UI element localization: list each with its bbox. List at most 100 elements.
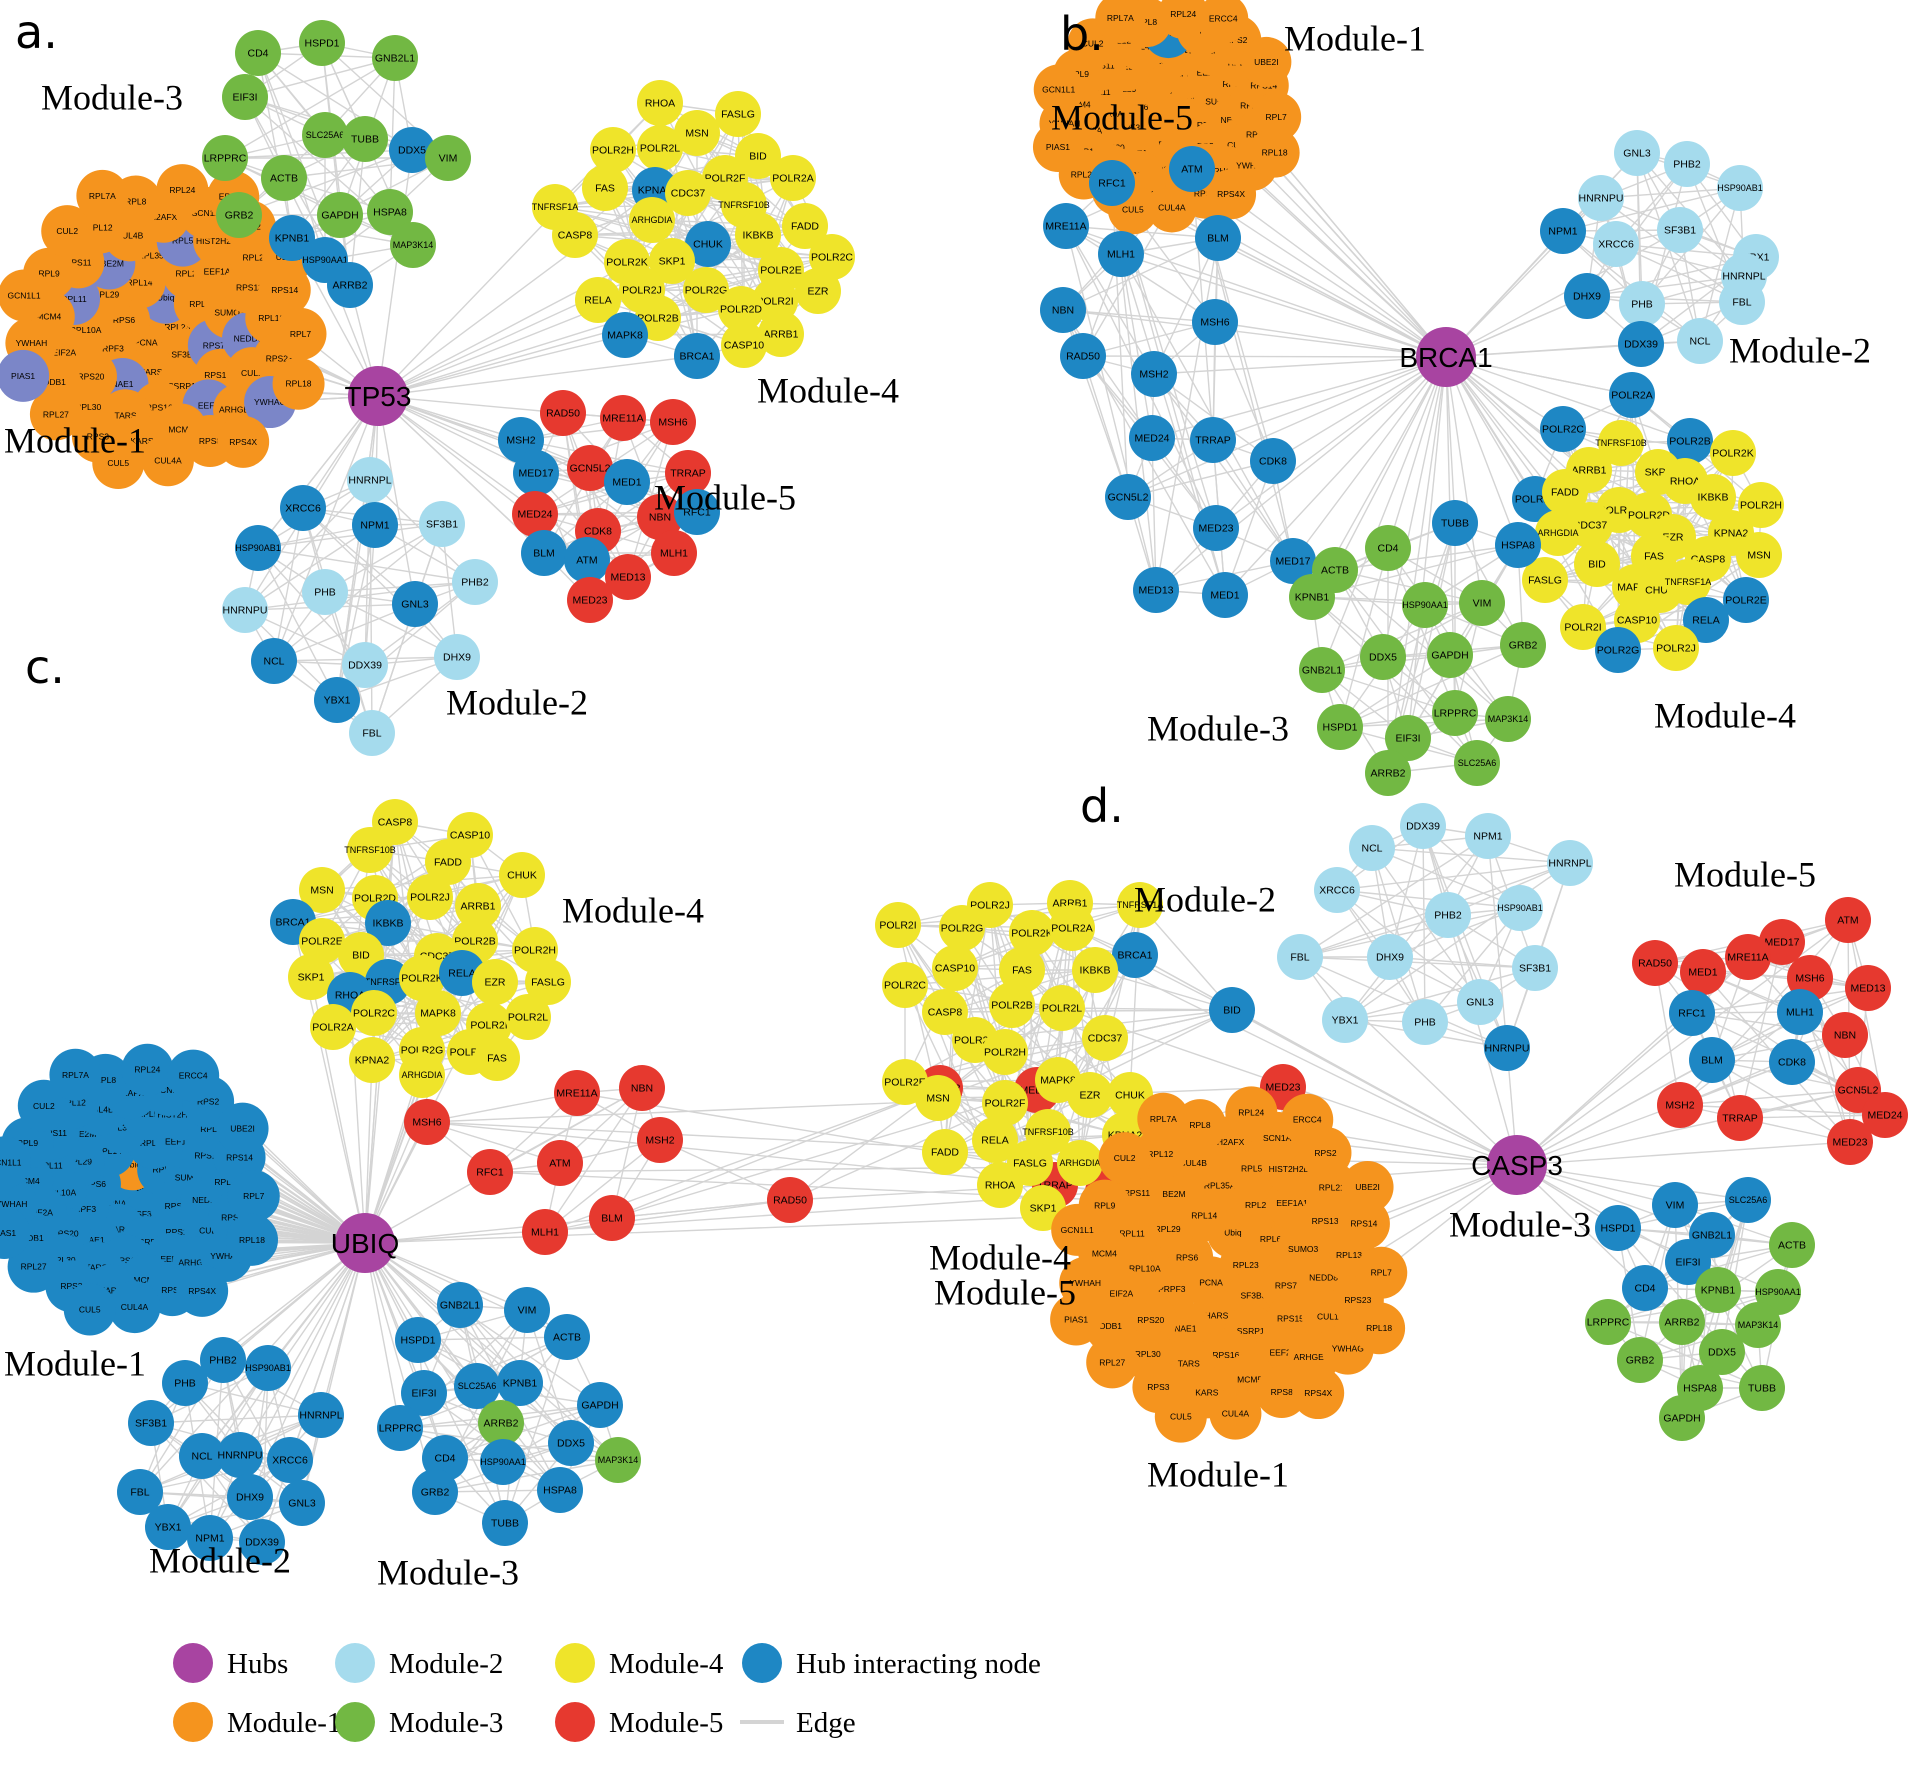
node-DDX5[interactable] <box>548 1420 594 1466</box>
node-GNB2L1[interactable] <box>372 35 418 81</box>
node-MAP3K14[interactable] <box>1485 696 1531 742</box>
node-NCL[interactable] <box>179 1433 225 1479</box>
node-NPM1[interactable] <box>187 1515 233 1561</box>
node-PHB2[interactable] <box>1664 141 1710 187</box>
node-GCN1L1[interactable] <box>0 1136 31 1189</box>
node-RPL18[interactable] <box>225 1213 278 1266</box>
node-HNRNPL[interactable] <box>298 1392 344 1438</box>
node-GRB2[interactable] <box>412 1469 458 1515</box>
node-SF3B1[interactable] <box>1512 945 1558 991</box>
node-MRE11A[interactable] <box>554 1070 600 1116</box>
node-MSN[interactable] <box>674 110 720 156</box>
node-POLR2H[interactable] <box>982 1029 1028 1075</box>
hub-node-BRCA1[interactable] <box>1416 327 1476 387</box>
node-LRPPRC[interactable] <box>202 135 248 181</box>
node-CDC37[interactable] <box>1082 1015 1128 1061</box>
node-NBN[interactable] <box>637 494 683 540</box>
node-HSPA8[interactable] <box>1495 522 1541 568</box>
node-RPS4X[interactable] <box>1206 169 1257 220</box>
node-MRE11A[interactable] <box>1043 203 1089 249</box>
node-ACTB[interactable] <box>1769 1222 1815 1268</box>
node-GAPDH[interactable] <box>577 1382 623 1428</box>
node-MAPK8[interactable] <box>602 312 648 358</box>
node-CUL5[interactable] <box>1154 1390 1207 1443</box>
node-GAPDH[interactable] <box>1427 632 1473 678</box>
node-MLH1[interactable] <box>1777 989 1823 1035</box>
node-GNL3[interactable] <box>1457 979 1503 1025</box>
node-BLM[interactable] <box>521 530 567 576</box>
node-GRB2[interactable] <box>1500 622 1546 668</box>
node-MAP3K14[interactable] <box>1735 1302 1781 1348</box>
node-POLR2G[interactable] <box>683 267 729 313</box>
node-MRE11A[interactable] <box>600 395 646 441</box>
node-PIAS1[interactable] <box>1050 1293 1103 1346</box>
node-ARRB2[interactable] <box>1659 1299 1705 1345</box>
node-MRE11A[interactable] <box>1725 934 1771 980</box>
node-CASP8[interactable] <box>922 989 968 1035</box>
node-MAP3K14[interactable] <box>595 1437 641 1483</box>
node-CDK8[interactable] <box>1250 438 1296 484</box>
node-RAD50[interactable] <box>1060 333 1106 379</box>
node-POLR2K[interactable] <box>1710 430 1756 476</box>
node-VIM[interactable] <box>1652 1182 1698 1228</box>
node-NPM1[interactable] <box>352 502 398 548</box>
node-RAD50[interactable] <box>540 390 586 436</box>
node-RPL24[interactable] <box>1225 1086 1278 1139</box>
node-DDX39[interactable] <box>1400 803 1446 849</box>
node-VIM[interactable] <box>1459 580 1505 626</box>
node-TUBB[interactable] <box>482 1500 528 1546</box>
node-MSH6[interactable] <box>404 1099 450 1145</box>
node-CD4[interactable] <box>1622 1265 1668 1311</box>
node-FASLG[interactable] <box>715 91 761 137</box>
node-PIAS1[interactable] <box>1032 122 1083 173</box>
node-HSPA8[interactable] <box>537 1467 583 1513</box>
node-RELA[interactable] <box>972 1117 1018 1163</box>
node-ARHGDIA[interactable] <box>629 197 675 243</box>
node-CASP8[interactable] <box>552 212 598 258</box>
node-MLH1[interactable] <box>651 530 697 576</box>
node-FBL[interactable] <box>1277 934 1323 980</box>
node-EIF3I[interactable] <box>1665 1239 1711 1285</box>
node-NPM1[interactable] <box>1465 813 1511 859</box>
node-BRCA1[interactable] <box>1112 932 1158 978</box>
node-RAD50[interactable] <box>1632 940 1678 986</box>
node-POLR2C[interactable] <box>351 990 397 1036</box>
node-LRPPRC[interactable] <box>377 1405 423 1451</box>
node-MED24[interactable] <box>512 491 558 537</box>
node-VIM[interactable] <box>425 135 471 181</box>
node-GCN1L1[interactable] <box>1051 1203 1104 1256</box>
node-RPL7[interactable] <box>274 307 327 360</box>
node-FADD[interactable] <box>782 203 828 249</box>
node-DHX9[interactable] <box>1367 934 1413 980</box>
node-KPNB1[interactable] <box>269 215 315 261</box>
node-CUL5[interactable] <box>92 437 145 490</box>
node-NBN[interactable] <box>619 1065 665 1111</box>
node-IKBKB[interactable] <box>1690 474 1736 520</box>
node-HSP90AA1[interactable] <box>1755 1269 1801 1315</box>
node-HSP90AB1[interactable] <box>1717 165 1763 211</box>
node-RPS4X[interactable] <box>217 415 270 468</box>
node-DDX5[interactable] <box>1360 634 1406 680</box>
node-TUBB[interactable] <box>1739 1365 1785 1411</box>
node-FADD[interactable] <box>1542 469 1588 515</box>
node-KPNA2[interactable] <box>349 1037 395 1083</box>
node-TNFRSF10B[interactable] <box>1598 420 1644 466</box>
node-GNB2L1[interactable] <box>437 1282 483 1328</box>
node-GCN1L1[interactable] <box>0 269 51 322</box>
node-ARRB2[interactable] <box>1365 750 1411 796</box>
node-PHB2[interactable] <box>452 559 498 605</box>
node-FADD[interactable] <box>425 839 471 885</box>
node-MED23[interactable] <box>1827 1119 1873 1165</box>
node-HSPD1[interactable] <box>1317 704 1363 750</box>
node-RPS8[interactable] <box>1255 1366 1308 1419</box>
node-POLR2E[interactable] <box>1723 577 1769 623</box>
node-MAP3K14[interactable] <box>390 222 436 268</box>
node-BLM[interactable] <box>1689 1037 1735 1083</box>
node-DHX9[interactable] <box>227 1474 273 1520</box>
node-BLM[interactable] <box>589 1195 635 1241</box>
node-POLR2L[interactable] <box>505 994 551 1040</box>
node-YBX1[interactable] <box>145 1504 191 1550</box>
node-PHB[interactable] <box>1619 281 1665 327</box>
node-ARHGDIA[interactable] <box>1057 1140 1103 1186</box>
node-POLR2J[interactable] <box>1653 625 1699 671</box>
